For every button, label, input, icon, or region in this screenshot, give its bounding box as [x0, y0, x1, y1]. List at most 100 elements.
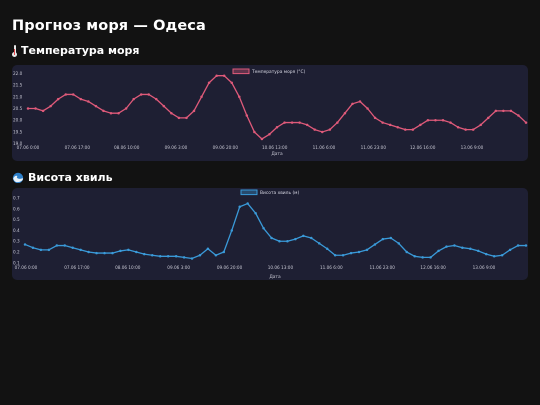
data-point[interactable]: [437, 249, 440, 253]
data-point[interactable]: [294, 237, 297, 241]
data-point[interactable]: [351, 102, 354, 106]
data-point[interactable]: [63, 244, 67, 247]
data-point[interactable]: [79, 97, 83, 101]
chart-legend[interactable]: Висота хвиль (м): [240, 189, 299, 196]
data-point[interactable]: [524, 244, 528, 247]
data-point[interactable]: [64, 93, 67, 96]
data-point[interactable]: [509, 109, 513, 113]
data-point[interactable]: [71, 246, 74, 249]
data-point[interactable]: [381, 237, 385, 241]
data-point[interactable]: [336, 121, 339, 124]
data-point[interactable]: [413, 255, 416, 258]
data-point[interactable]: [124, 107, 128, 110]
data-point[interactable]: [39, 248, 43, 252]
data-point[interactable]: [302, 234, 305, 238]
data-point[interactable]: [411, 128, 415, 131]
data-point[interactable]: [158, 255, 162, 258]
data-point[interactable]: [389, 236, 393, 240]
data-point[interactable]: [479, 123, 482, 127]
data-point[interactable]: [421, 256, 424, 259]
data-point[interactable]: [238, 95, 241, 99]
data-point[interactable]: [215, 74, 218, 77]
data-point[interactable]: [397, 242, 401, 245]
data-point[interactable]: [404, 128, 407, 131]
data-point[interactable]: [516, 244, 520, 247]
data-point[interactable]: [365, 248, 369, 252]
data-point[interactable]: [321, 130, 324, 134]
data-point[interactable]: [290, 121, 294, 124]
data-point[interactable]: [135, 250, 138, 254]
data-point[interactable]: [477, 249, 480, 253]
data-point[interactable]: [500, 253, 504, 257]
data-point[interactable]: [381, 121, 384, 124]
data-point[interactable]: [517, 114, 520, 117]
data-point[interactable]: [508, 248, 512, 252]
data-point[interactable]: [23, 243, 27, 246]
data-point[interactable]: [461, 246, 464, 249]
data-point[interactable]: [278, 239, 281, 243]
data-point[interactable]: [429, 256, 432, 259]
data-point[interactable]: [230, 229, 234, 232]
data-point[interactable]: [72, 93, 75, 96]
data-point[interactable]: [253, 130, 256, 134]
data-point[interactable]: [254, 211, 257, 215]
data-point[interactable]: [268, 133, 271, 136]
chart-legend[interactable]: Температура моря (°C): [232, 68, 306, 75]
data-point[interactable]: [198, 253, 202, 257]
data-point[interactable]: [132, 97, 135, 101]
data-point[interactable]: [214, 253, 218, 257]
data-point[interactable]: [434, 118, 437, 122]
data-point[interactable]: [456, 126, 460, 129]
data-point[interactable]: [95, 251, 98, 255]
data-point[interactable]: [260, 137, 264, 141]
data-point[interactable]: [246, 202, 249, 205]
data-point[interactable]: [349, 251, 353, 255]
data-point[interactable]: [94, 104, 98, 108]
data-point[interactable]: [262, 227, 265, 230]
data-point[interactable]: [143, 252, 146, 256]
data-point[interactable]: [405, 250, 408, 254]
data-point[interactable]: [117, 111, 120, 115]
data-point[interactable]: [190, 257, 194, 260]
data-point[interactable]: [174, 255, 178, 258]
data-point[interactable]: [26, 107, 30, 110]
data-point[interactable]: [200, 95, 203, 99]
data-point[interactable]: [283, 121, 286, 124]
data-point[interactable]: [419, 123, 422, 127]
data-point[interactable]: [341, 253, 345, 257]
data-point[interactable]: [449, 121, 452, 124]
data-point[interactable]: [47, 248, 51, 252]
data-point[interactable]: [177, 116, 181, 120]
data-point[interactable]: [464, 128, 467, 131]
data-point[interactable]: [119, 249, 122, 253]
data-point[interactable]: [487, 116, 490, 120]
data-point[interactable]: [206, 247, 210, 251]
data-point[interactable]: [492, 255, 496, 258]
data-point[interactable]: [170, 111, 173, 115]
data-point[interactable]: [358, 100, 362, 103]
data-point[interactable]: [502, 109, 505, 113]
data-point[interactable]: [373, 243, 377, 246]
data-point[interactable]: [111, 251, 114, 255]
data-point[interactable]: [87, 100, 90, 103]
data-point[interactable]: [56, 97, 60, 101]
data-point[interactable]: [139, 93, 143, 96]
data-point[interactable]: [469, 247, 472, 251]
data-point[interactable]: [298, 121, 301, 124]
data-point[interactable]: [325, 247, 329, 251]
data-point[interactable]: [103, 251, 106, 255]
data-point[interactable]: [471, 128, 475, 131]
data-point[interactable]: [286, 239, 289, 243]
data-point[interactable]: [150, 253, 154, 257]
data-point[interactable]: [55, 244, 59, 247]
data-point[interactable]: [310, 236, 313, 240]
data-point[interactable]: [49, 104, 52, 108]
data-point[interactable]: [155, 97, 158, 101]
data-point[interactable]: [79, 248, 82, 252]
data-point[interactable]: [207, 81, 211, 84]
data-point[interactable]: [270, 236, 273, 240]
data-point[interactable]: [31, 246, 35, 249]
data-point[interactable]: [127, 248, 130, 252]
data-point[interactable]: [182, 256, 186, 259]
data-point[interactable]: [373, 116, 377, 120]
